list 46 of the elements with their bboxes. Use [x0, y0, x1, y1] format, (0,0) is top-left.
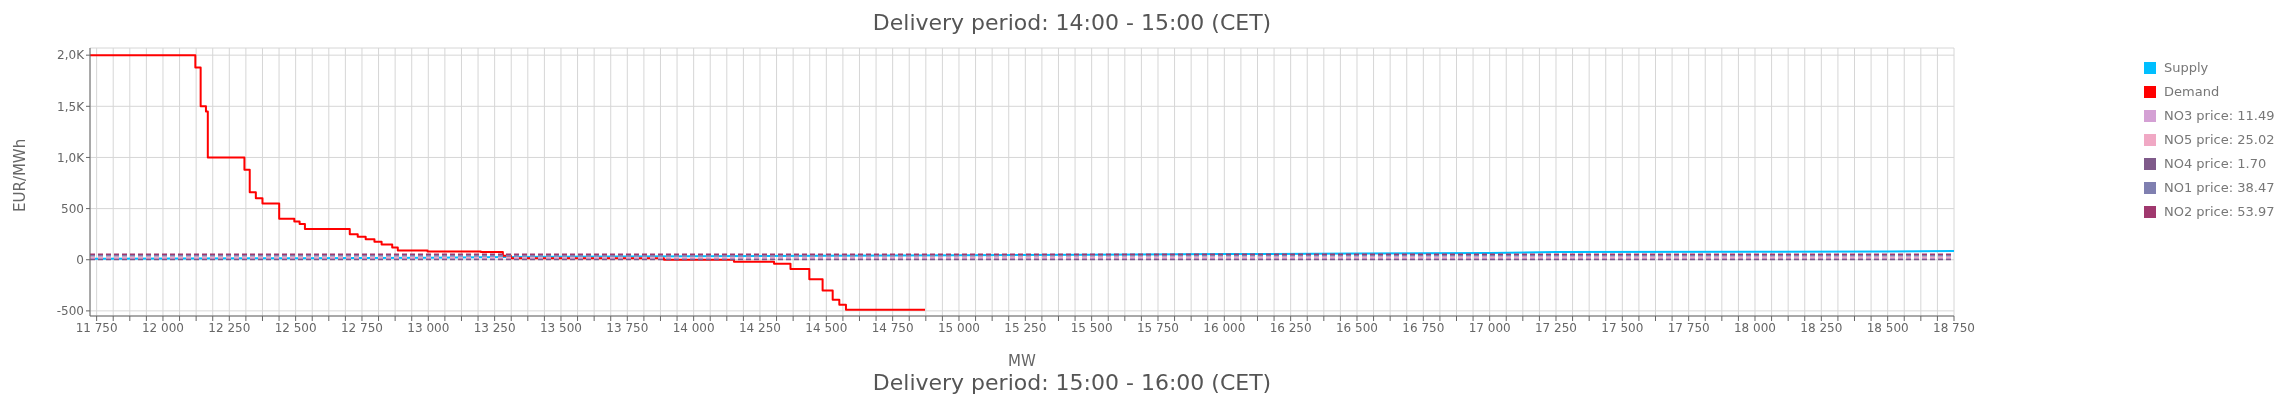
x-tick-label: 12 250 — [208, 320, 251, 335]
x-tick-label: 17 500 — [1601, 320, 1644, 335]
y-tick-label: 1,0K — [57, 150, 86, 165]
x-tick-label: 18 250 — [1800, 320, 1843, 335]
x-tick-label: 18 750 — [1933, 320, 1975, 335]
x-tick-label: 18 000 — [1734, 320, 1776, 335]
legend-label: Supply — [2164, 59, 2209, 77]
legend-label: NO4 price: 1.70 — [2164, 155, 2267, 173]
x-tick-label: 17 750 — [1667, 320, 1710, 335]
x-tick-label: 16 750 — [1402, 320, 1445, 335]
x-tick-label: 12 750 — [340, 320, 383, 335]
x-tick-label: 13 750 — [606, 320, 649, 335]
y-axis-title: EUR/MWh — [11, 138, 30, 212]
x-tick-label: 15 000 — [937, 320, 980, 335]
x-tick-label: 13 250 — [473, 320, 516, 335]
x-tick-label: 17 250 — [1534, 320, 1577, 335]
legend-label: NO3 price: 11.49 — [2164, 107, 2275, 125]
x-axis-title: MW — [1008, 352, 1037, 370]
x-tick-label: 15 750 — [1136, 320, 1179, 335]
y-tick-label: 2,0K — [57, 48, 86, 63]
y-tick-label: 1,5K — [57, 99, 86, 114]
x-tick-label: 14 500 — [805, 320, 848, 335]
legend-label: NO1 price: 38.47 — [2164, 179, 2275, 197]
x-tick-label: 17 000 — [1468, 320, 1511, 335]
x-tick-label: 15 250 — [1004, 320, 1047, 335]
y-tick-label: 0 — [76, 253, 84, 267]
y-tick-label: -500 — [56, 304, 84, 319]
x-tick-label: 12 000 — [141, 320, 184, 335]
x-tick-label: 12 500 — [274, 320, 317, 335]
x-tick-label: 13 000 — [407, 320, 450, 335]
x-tick-label: 18 500 — [1866, 320, 1909, 335]
chart-title: Delivery period: 14:00 - 15:00 (CET) — [871, 9, 1273, 37]
x-tick-label: 11 750 — [75, 320, 118, 335]
x-tick-label: 14 750 — [871, 320, 914, 335]
x-tick-label: 15 500 — [1070, 320, 1113, 335]
legend-label: Demand — [2164, 83, 2220, 101]
x-tick-label: 14 000 — [672, 320, 715, 335]
x-tick-label: 16 500 — [1335, 320, 1378, 335]
legend-label: NO2 price: 53.97 — [2164, 203, 2275, 221]
x-tick-label: 16 250 — [1269, 320, 1312, 335]
x-tick-label: 14 250 — [738, 320, 781, 335]
y-tick-label: 500 — [61, 201, 84, 216]
x-tick-label: 13 500 — [539, 320, 582, 335]
legend-label: NO5 price: 25.02 — [2164, 131, 2275, 149]
x-tick-label: 16 000 — [1203, 320, 1246, 335]
text: Delivery period: 15:00 - 16:00 (CET) — [871, 369, 1273, 397]
